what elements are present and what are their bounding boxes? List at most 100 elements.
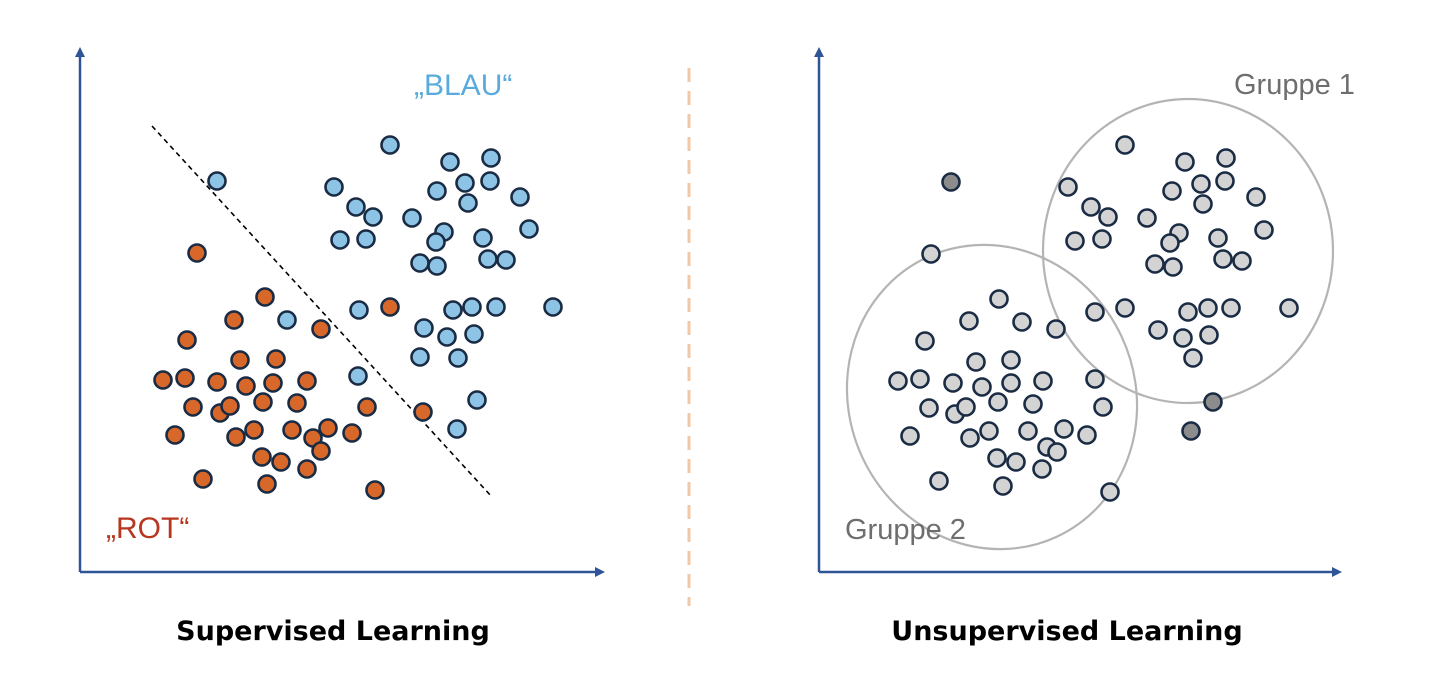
data-point-blau	[496, 250, 516, 270]
data-point-unlabeled	[1033, 371, 1053, 391]
data-point-unlabeled	[1092, 229, 1112, 249]
data-point-unlabeled	[1163, 257, 1183, 277]
data-point-rot	[311, 441, 331, 461]
cluster-ellipse-group-1	[1041, 97, 1335, 405]
data-point-blau	[464, 324, 484, 344]
data-point-unlabeled	[1001, 350, 1021, 370]
data-point-unlabeled	[1115, 298, 1135, 318]
data-point-outlier	[1181, 421, 1201, 441]
decision-boundary-line	[151, 125, 493, 498]
data-point-rot	[193, 469, 213, 489]
data-point-unlabeled	[1183, 348, 1203, 368]
data-point-rot	[253, 392, 273, 412]
data-point-rot	[183, 397, 203, 417]
data-point-blau	[458, 193, 478, 213]
data-point-rot	[220, 396, 240, 416]
data-point-unlabeled	[1085, 369, 1105, 389]
data-point-unlabeled	[1093, 397, 1113, 417]
caption-supervised-learning: Supervised Learning	[176, 616, 490, 647]
data-point-rot	[255, 287, 275, 307]
data-point-unlabeled	[989, 289, 1009, 309]
data-point-unlabeled	[1115, 135, 1135, 155]
data-point-blau	[447, 419, 467, 439]
data-point-blau	[410, 347, 430, 367]
data-point-unlabeled	[1077, 425, 1097, 445]
data-point-unlabeled	[979, 421, 999, 441]
data-point-blau	[330, 230, 350, 250]
data-point-unlabeled	[1148, 320, 1168, 340]
data-point-blau	[348, 366, 368, 386]
data-point-unlabeled	[988, 392, 1008, 412]
data-point-blau	[277, 310, 297, 330]
data-point-blau	[324, 177, 344, 197]
data-point-blau	[486, 297, 506, 317]
data-point-rot	[252, 447, 272, 467]
data-point-blau	[473, 228, 493, 248]
data-point-unlabeled	[1193, 194, 1213, 214]
data-point-rot	[380, 297, 400, 317]
data-point-blau	[402, 208, 422, 228]
data-point-blau	[510, 187, 530, 207]
data-point-rot	[413, 402, 433, 422]
data-point-blau	[543, 297, 563, 317]
data-point-unlabeled	[1098, 207, 1118, 227]
data-point-unlabeled	[919, 398, 939, 418]
unsupervised-points	[888, 135, 1299, 502]
data-point-unlabeled	[1081, 197, 1101, 217]
unsupervised-panel: Gruppe 1 Gruppe 2	[814, 47, 1355, 577]
data-point-outlier	[1203, 392, 1223, 412]
data-point-blau	[414, 318, 434, 338]
data-point-unlabeled	[987, 448, 1007, 468]
data-point-rot	[263, 373, 283, 393]
data-point-unlabeled	[1046, 319, 1066, 339]
data-point-unlabeled	[1198, 298, 1218, 318]
data-point-blau	[346, 197, 366, 217]
data-point-unlabeled	[1221, 298, 1241, 318]
label-blau: „BLAU“	[414, 69, 512, 102]
data-point-unlabeled	[1216, 148, 1236, 168]
data-point-unlabeled	[1006, 452, 1026, 472]
data-point-blau	[462, 297, 482, 317]
data-point-blau	[440, 152, 460, 172]
data-point-rot	[153, 370, 173, 390]
data-point-blau	[478, 249, 498, 269]
data-point-rot	[226, 427, 246, 447]
label-gruppe-2: Gruppe 2	[845, 514, 966, 546]
data-point-blau	[443, 300, 463, 320]
data-point-blau	[455, 173, 475, 193]
data-point-unlabeled	[1254, 220, 1274, 240]
data-point-unlabeled	[972, 377, 992, 397]
data-point-rot	[287, 393, 307, 413]
supervised-points	[153, 135, 563, 500]
data-point-rot	[365, 480, 385, 500]
data-point-unlabeled	[1145, 254, 1165, 274]
data-point-rot	[236, 376, 256, 396]
data-point-unlabeled	[956, 397, 976, 417]
data-point-rot	[266, 349, 286, 369]
data-point-unlabeled	[1215, 171, 1235, 191]
data-point-blau	[427, 256, 447, 276]
data-point-rot	[271, 452, 291, 472]
data-point-rot	[224, 310, 244, 330]
data-point-unlabeled	[1001, 373, 1021, 393]
data-point-rot	[297, 371, 317, 391]
data-point-rot	[318, 418, 338, 438]
caption-unsupervised-learning: Unsupervised Learning	[891, 616, 1243, 647]
data-point-blau	[480, 171, 500, 191]
data-point-unlabeled	[1213, 249, 1233, 269]
data-point-unlabeled	[915, 331, 935, 351]
data-point-rot	[177, 330, 197, 350]
data-point-rot	[342, 423, 362, 443]
data-point-blau	[410, 253, 430, 273]
data-point-unlabeled	[959, 311, 979, 331]
data-point-unlabeled	[888, 371, 908, 391]
data-point-unlabeled	[1160, 233, 1180, 253]
data-point-blau	[437, 327, 457, 347]
data-point-unlabeled	[1279, 298, 1299, 318]
data-point-rot	[311, 319, 331, 339]
data-point-blau	[427, 181, 447, 201]
data-point-blau	[426, 232, 446, 252]
data-point-blau	[380, 135, 400, 155]
supervised-panel: „BLAU“ „ROT“	[75, 47, 605, 577]
